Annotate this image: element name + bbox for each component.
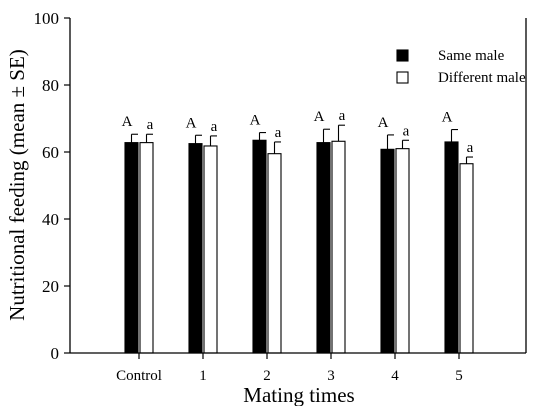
- y-tick-label: 80: [42, 76, 59, 95]
- x-tick-label: 2: [263, 368, 271, 384]
- same-male-bar: [316, 142, 331, 354]
- significance-letter: A: [378, 115, 389, 131]
- different-male-bar: [331, 140, 346, 354]
- significance-letter: A: [442, 110, 453, 126]
- same-male-bar: [380, 148, 395, 354]
- x-tick-label: 4: [391, 368, 399, 384]
- x-tick-label: 1: [199, 368, 207, 384]
- same-male-bar: [252, 139, 267, 354]
- same-male-bar: [188, 143, 203, 354]
- significance-letter: A: [250, 113, 261, 129]
- y-tick-label: 0: [51, 344, 60, 363]
- significance-letter: a: [211, 119, 218, 135]
- significance-letter: a: [275, 125, 282, 141]
- y-tick-label: 60: [42, 143, 59, 162]
- different-male-bar: [203, 145, 218, 354]
- significance-letter: A: [122, 114, 133, 130]
- legend-label: Same male: [438, 48, 505, 64]
- y-tick-label: 40: [42, 210, 59, 229]
- different-male-legend-swatch: [396, 71, 409, 84]
- same-male-legend-swatch: [396, 49, 409, 62]
- x-axis: Control 1 2 3 4 5: [70, 352, 526, 384]
- y-tick-label: 20: [42, 277, 59, 296]
- legend-label: Different male: [438, 70, 526, 86]
- x-axis-label: Mating times: [243, 383, 354, 406]
- different-male-bar: [139, 142, 154, 354]
- different-male-bar: [267, 153, 282, 354]
- different-male-bar: [395, 148, 410, 354]
- y-tick-label: 100: [34, 9, 60, 28]
- x-tick-label: 5: [455, 368, 463, 384]
- y-axis-label: Nutritional feeding (mean ± SE): [5, 49, 29, 321]
- x-tick-label: 3: [327, 368, 335, 384]
- x-tick-label: Control: [116, 368, 162, 384]
- significance-letter: a: [147, 117, 154, 133]
- different-male-bar: [459, 163, 474, 354]
- significance-letter: a: [403, 123, 410, 139]
- bars-layer: A A A A A Aa a a a a a: [122, 108, 474, 354]
- y-axis: 0 20 40 60 80 100: [34, 9, 527, 363]
- significance-letter: a: [339, 108, 346, 124]
- significance-letter: A: [186, 115, 197, 131]
- same-male-bar: [124, 142, 139, 354]
- legend: Same male Different male: [396, 48, 526, 86]
- significance-letter: A: [314, 109, 325, 125]
- same-male-bar: [444, 141, 459, 354]
- significance-letter: a: [467, 140, 474, 156]
